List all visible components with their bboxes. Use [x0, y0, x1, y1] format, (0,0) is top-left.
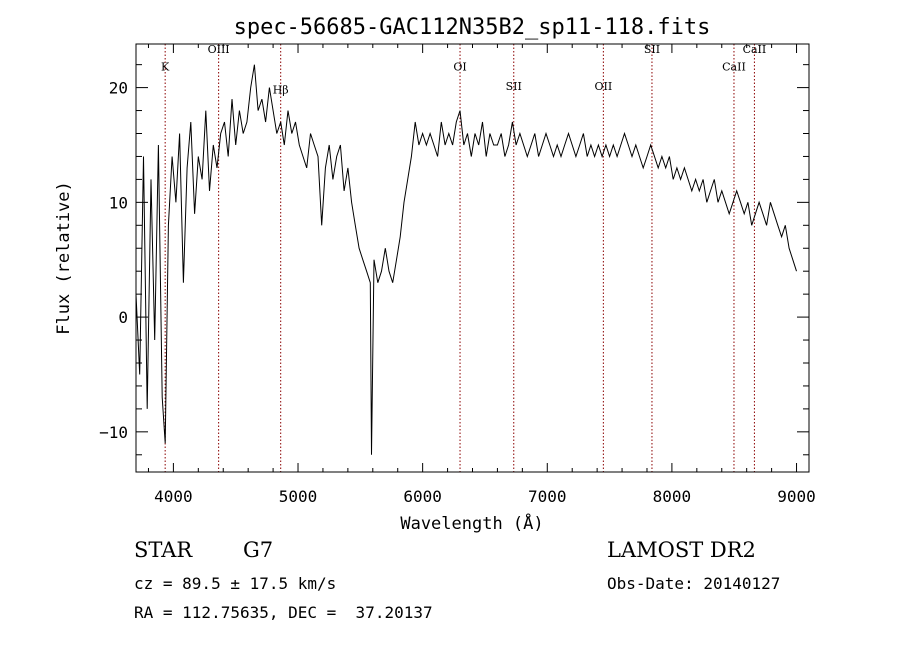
x-tick-label-5: 9000 — [777, 487, 816, 506]
x-tick-label-0: 4000 — [154, 487, 193, 506]
y-tick-label-0: −10 — [99, 423, 128, 442]
line-marker-label-4: SII — [506, 80, 522, 93]
y-tick-label-2: 10 — [109, 193, 128, 212]
plot-frame — [135, 43, 810, 473]
survey-name: LAMOST DR2 — [607, 538, 756, 562]
line-marker-label-3: OI — [453, 60, 466, 73]
x-tick-label-3: 7000 — [528, 487, 567, 506]
x-tick-label-4: 8000 — [653, 487, 692, 506]
emission-line-markers: K OIII Hβ OI SII OII SII CaII CaII — [161, 43, 766, 472]
spectrum-line — [135, 64, 797, 455]
x-tick-label-2: 6000 — [403, 487, 442, 506]
y-tick-label-1: 0 — [118, 308, 128, 327]
y-axis-ticks: −10 0 10 20 — [99, 64, 809, 456]
subclass: G7 — [243, 538, 274, 562]
x-axis-ticks: 4000 5000 6000 7000 8000 9000 — [147, 44, 816, 506]
line-marker-label-5: OII — [595, 80, 613, 93]
observation-date: Obs-Date: 20140127 — [607, 574, 781, 593]
object-type: STAR — [134, 538, 193, 562]
line-marker-label-2: Hβ — [273, 83, 289, 96]
y-tick-label-3: 20 — [109, 79, 128, 98]
y-axis-label: Flux (relative) — [54, 181, 74, 335]
coordinates: RA = 112.75635, DEC = 37.20137 — [134, 603, 433, 622]
redshift-velocity: cz = 89.5 ± 17.5 km/s — [134, 574, 337, 593]
line-marker-label-0: K — [161, 60, 170, 73]
x-axis-label: Wavelength (Å) — [400, 512, 543, 534]
line-marker-label-1: OIII — [208, 43, 230, 56]
x-tick-label-1: 5000 — [279, 487, 318, 506]
chart-title: spec-56685-GAC112N35B2_sp11-118.fits — [234, 15, 711, 40]
line-marker-label-8: CaII — [743, 43, 767, 56]
line-marker-label-6: SII — [644, 43, 660, 56]
line-marker-label-7: CaII — [722, 60, 746, 73]
